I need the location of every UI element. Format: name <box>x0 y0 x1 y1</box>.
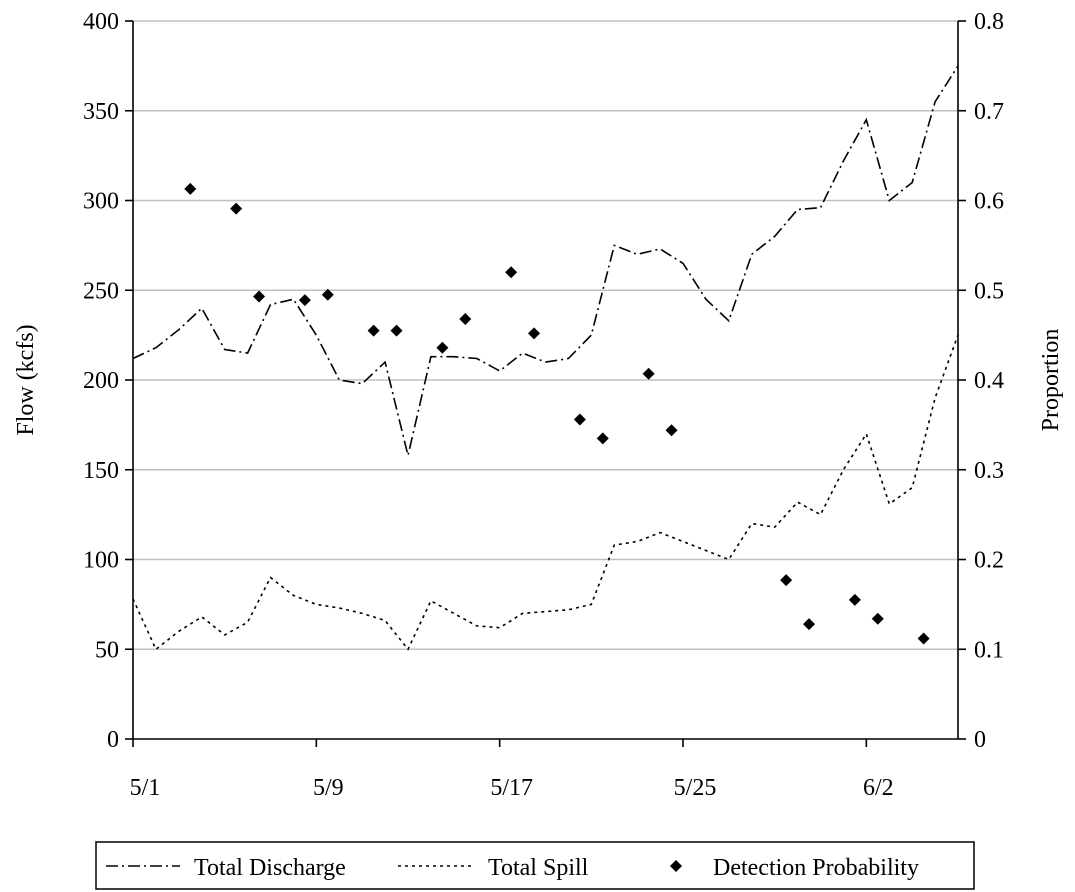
y2-tick-label-0.4: 0.4 <box>974 368 1004 394</box>
y-tick-label-250: 250 <box>83 278 119 304</box>
point-detection-probability-13 <box>642 367 655 380</box>
legend-label-total-discharge: Total Discharge <box>194 855 346 881</box>
x-tick-label-5/1: 5/1 <box>130 775 161 801</box>
y2-tick-label-0.7: 0.7 <box>974 99 1004 125</box>
legend: Total Discharge Total Spill Detection Pr… <box>95 841 975 890</box>
point-detection-probability-2 <box>253 290 266 303</box>
point-detection-probability-16 <box>803 618 816 631</box>
point-detection-probability-11 <box>573 413 586 426</box>
x-tick-label-5/17: 5/17 <box>490 775 533 801</box>
y2-tick-label-0.8: 0.8 <box>974 9 1004 35</box>
y-tick-label-200: 200 <box>83 368 119 394</box>
legend-box <box>95 841 975 890</box>
y-tick-label-0: 0 <box>107 727 119 753</box>
series-line-total-spill <box>132 334 959 651</box>
series-detection-probability <box>184 182 930 645</box>
y2-tick-label-0.5: 0.5 <box>974 278 1004 304</box>
gridlines <box>133 20 958 651</box>
y2-tick-label-0.3: 0.3 <box>974 458 1004 484</box>
y-tick-label-400: 400 <box>83 9 119 35</box>
ticks-layer: 0 50 100 150 200 250 300 350 400 0 0.1 0.2 0.3 0.4 0.5… <box>83 9 1004 801</box>
y-tick-label-50: 50 <box>95 637 119 663</box>
y2-tick-label-0.1: 0.1 <box>974 637 1004 663</box>
series-layer <box>132 65 959 651</box>
x-tick-label-6/2: 6/2 <box>863 775 894 801</box>
point-detection-probability-0 <box>184 182 197 195</box>
point-detection-probability-7 <box>436 341 449 354</box>
point-detection-probability-3 <box>298 294 311 307</box>
legend-label-total-spill: Total Spill <box>488 855 589 881</box>
legend-label-detection-probability: Detection Probability <box>713 855 919 881</box>
point-detection-probability-1 <box>230 202 243 215</box>
legend-swatch-detection-probability <box>670 860 682 872</box>
y-axis-title: Flow (kcfs) <box>13 324 39 435</box>
point-detection-probability-9 <box>505 266 518 279</box>
x-tick-label-5/25: 5/25 <box>674 775 717 801</box>
series-line-total-discharge <box>132 65 959 456</box>
point-detection-probability-18 <box>871 612 884 625</box>
point-detection-probability-14 <box>665 424 678 437</box>
point-detection-probability-5 <box>367 324 380 337</box>
y-tick-label-100: 100 <box>83 548 119 574</box>
point-detection-probability-12 <box>596 432 609 445</box>
point-detection-probability-4 <box>321 288 334 301</box>
y2-tick-label-0.6: 0.6 <box>974 189 1004 215</box>
point-detection-probability-6 <box>390 324 403 337</box>
point-detection-probability-8 <box>459 312 472 325</box>
y2-tick-label-0: 0 <box>974 727 986 753</box>
point-detection-probability-15 <box>780 574 793 587</box>
point-detection-probability-19 <box>917 632 930 645</box>
y-tick-label-150: 150 <box>83 458 119 484</box>
point-detection-probability-10 <box>528 327 541 340</box>
point-detection-probability-17 <box>848 593 861 606</box>
x-tick-label-5/9: 5/9 <box>313 775 344 801</box>
y-tick-label-300: 300 <box>83 189 119 215</box>
y-tick-label-350: 350 <box>83 99 119 125</box>
y2-tick-label-0.2: 0.2 <box>974 548 1004 574</box>
y2-axis-title: Proportion <box>1038 329 1064 432</box>
